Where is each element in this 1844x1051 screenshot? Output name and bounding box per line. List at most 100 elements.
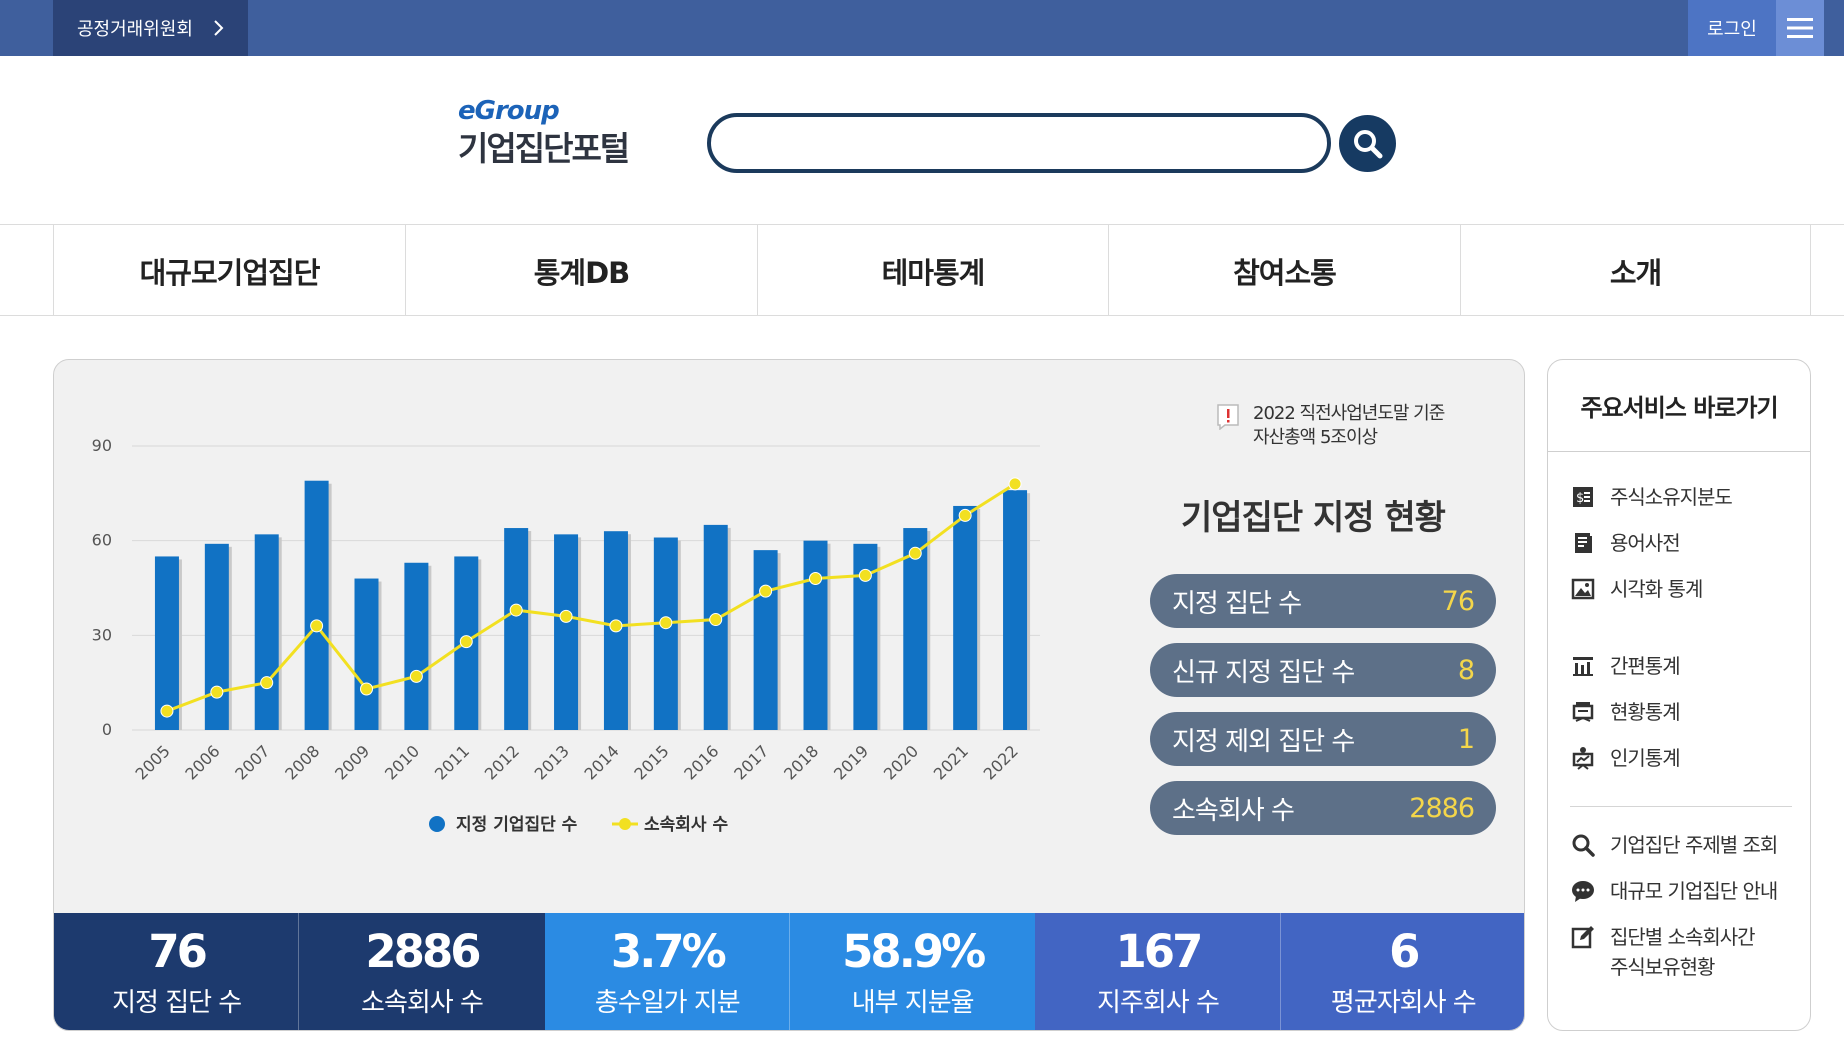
quick-link-label: 용어사전 [1610, 531, 1681, 555]
bar [404, 562, 429, 730]
quick-links-divider [1570, 806, 1792, 807]
x-tick-label: 2015 [630, 741, 672, 783]
line-point [559, 609, 573, 623]
line-point [709, 613, 723, 627]
x-tick-label: 2008 [281, 741, 323, 783]
bar [154, 556, 179, 730]
status-pill-label: 소속회사 수 [1172, 795, 1295, 826]
stat-avg-subsidiaries[interactable]: 6 평균자회사 수 [1280, 913, 1524, 1030]
status-pill-excluded[interactable]: 지정 제외 집단 수 1 [1150, 712, 1496, 766]
menu-lines [1787, 18, 1813, 38]
quick-link-status-stats[interactable]: 현황통계 [1570, 697, 1681, 727]
line-point [459, 635, 473, 649]
stat-designated-groups[interactable]: 76 지정 집단 수 [54, 913, 300, 1030]
line-point [310, 619, 324, 633]
quick-link-popular-stats[interactable]: 인기통계 [1570, 743, 1681, 773]
bar [953, 505, 978, 730]
quick-links-title: 주요서비스 바로가기 [1548, 360, 1810, 452]
legend-bar-label: 지정 기업집단 수 [456, 815, 578, 835]
x-tick-label: 2020 [880, 741, 922, 783]
criteria-notice: 2022 직전사업년도말 기준 자산총액 5조이상 [1217, 402, 1477, 450]
svg-text:$: $ [1576, 491, 1584, 506]
y-tick-label: 0 [102, 720, 112, 739]
line-point [160, 704, 174, 718]
chevron-right-icon [214, 20, 224, 36]
x-tick-label: 2013 [531, 741, 573, 783]
hamburger-menu-icon[interactable] [1776, 0, 1824, 56]
x-tick-label: 2005 [132, 741, 174, 783]
bar [803, 540, 828, 730]
edit-icon [1571, 926, 1594, 949]
nav-item-about[interactable]: 소개 [1460, 225, 1811, 316]
quick-link-label: 집단별 소속회사간 주식보유현황 [1610, 925, 1756, 979]
image-stats-icon [1571, 578, 1595, 600]
status-stats-icon [1572, 702, 1594, 722]
quick-link-dictionary[interactable]: 용어사전 [1570, 528, 1681, 558]
line-point [210, 685, 224, 699]
bar [1003, 490, 1028, 730]
status-pill-affiliates[interactable]: 소속회사 수 2886 [1150, 781, 1496, 835]
status-pill-designated[interactable]: 지정 집단 수 76 [1150, 574, 1496, 628]
legend-bar-swatch [429, 816, 445, 832]
line-point [409, 669, 423, 683]
site-logo[interactable]: eGroup 기업집단포털 [458, 96, 658, 176]
quick-link-share-chart[interactable]: $ 주식소유지분도 [1570, 482, 1733, 512]
search-input[interactable] [707, 113, 1331, 173]
logo-egroup: eGroup [458, 96, 560, 126]
quick-link-group-guide[interactable]: 대규모 기업집단 안내 [1570, 876, 1778, 906]
x-tick-label: 2022 [980, 741, 1022, 783]
ftc-link[interactable]: 공정거래위원회 [53, 0, 248, 56]
stat-holding-companies[interactable]: 167 지주회사 수 [1035, 913, 1281, 1030]
search-icon [1572, 834, 1595, 857]
nav-item-stats-db[interactable]: 통계DB [405, 225, 757, 316]
bar [504, 528, 529, 730]
stat-caption: 내부 지분율 [851, 988, 975, 1018]
bar [703, 524, 728, 730]
quick-link-cross-holdings[interactable]: 집단별 소속회사간 주식보유현황 [1570, 922, 1756, 982]
line-point [360, 682, 373, 696]
login-button[interactable]: 로그인 [1688, 0, 1776, 56]
status-pill-new[interactable]: 신규 지정 집단 수 8 [1150, 643, 1496, 697]
line-point [809, 572, 822, 586]
quick-link-label: 시각화 통계 [1610, 577, 1703, 601]
nav-item-theme-stats[interactable]: 테마통계 [757, 225, 1108, 316]
search-button[interactable] [1339, 115, 1396, 172]
line-point [759, 584, 773, 598]
nav-item-participation[interactable]: 참여소통 [1108, 225, 1460, 316]
nav-item-large-groups[interactable]: 대규모기업집단 [53, 225, 405, 316]
stat-caption: 평균자회사 수 [1330, 988, 1477, 1018]
stat-number: 3.7% [610, 925, 727, 978]
x-tick-label: 2021 [930, 741, 972, 783]
stat-internal-share[interactable]: 58.9% 내부 지분율 [789, 913, 1036, 1030]
quick-link-label: 인기통계 [1610, 746, 1681, 770]
x-tick-label: 2019 [830, 741, 872, 783]
search-icon [1353, 129, 1382, 158]
quick-link-topic-search[interactable]: 기업집단 주제별 조회 [1570, 830, 1778, 860]
stat-affiliates[interactable]: 2886 소속회사 수 [299, 913, 545, 1030]
line-point [1008, 477, 1022, 491]
x-tick-label: 2011 [431, 741, 473, 783]
x-tick-label: 2012 [481, 741, 523, 783]
status-pill-label: 지정 집단 수 [1172, 588, 1302, 619]
y-tick-label: 60 [92, 531, 112, 550]
stat-caption: 지정 집단 수 [112, 988, 242, 1018]
bar [554, 534, 579, 730]
status-pill-value: 76 [1441, 585, 1475, 617]
bar [903, 528, 928, 730]
ftc-link-label: 공정거래위원회 [77, 19, 193, 40]
group-status-panel: 0 30 60 90 2005 2006 2007 2008 2009 2010 2011 2012 2… [53, 359, 1525, 1031]
simple-stats-icon [1573, 657, 1593, 676]
stat-number: 167 [1115, 925, 1204, 978]
line-point [958, 508, 972, 522]
stat-owner-family-share[interactable]: 3.7% 총수일가 지분 [544, 913, 791, 1030]
x-tick-label: 2014 [581, 741, 623, 783]
quick-link-simple-stats[interactable]: 간편통계 [1570, 651, 1681, 681]
line-point [908, 546, 922, 560]
quick-link-visual-stats[interactable]: 시각화 통계 [1570, 574, 1703, 604]
bar [254, 534, 279, 730]
legend-line-label: 소속회사 수 [644, 815, 728, 835]
x-tick-label: 2018 [780, 741, 822, 783]
notice-line-1: 2022 직전사업년도말 기준 [1253, 403, 1445, 424]
stat-caption: 지주회사 수 [1097, 988, 1220, 1018]
